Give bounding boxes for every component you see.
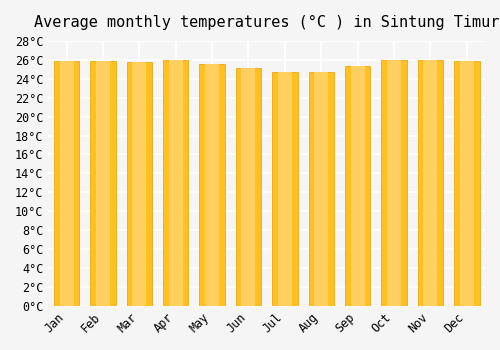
Title: Average monthly temperatures (°C ) in Sintung Timur: Average monthly temperatures (°C ) in Si… xyxy=(34,15,500,30)
Bar xyxy=(418,60,443,306)
Bar xyxy=(314,72,328,306)
Bar xyxy=(60,61,74,306)
Bar xyxy=(163,60,188,306)
Bar xyxy=(242,68,256,306)
Bar xyxy=(132,62,146,306)
Bar xyxy=(205,64,219,306)
Bar xyxy=(126,62,152,306)
Bar xyxy=(382,60,407,306)
Bar xyxy=(308,72,334,306)
Bar xyxy=(424,60,438,306)
Bar xyxy=(345,65,370,306)
Bar xyxy=(278,72,292,306)
Bar xyxy=(168,60,182,306)
Bar xyxy=(54,61,80,306)
Bar xyxy=(460,61,474,306)
Bar xyxy=(387,60,401,306)
Bar xyxy=(236,68,261,306)
Bar xyxy=(454,61,479,306)
Bar xyxy=(96,61,110,306)
Bar xyxy=(350,65,364,306)
Bar xyxy=(272,72,297,306)
Bar xyxy=(200,64,225,306)
Bar xyxy=(90,61,116,306)
